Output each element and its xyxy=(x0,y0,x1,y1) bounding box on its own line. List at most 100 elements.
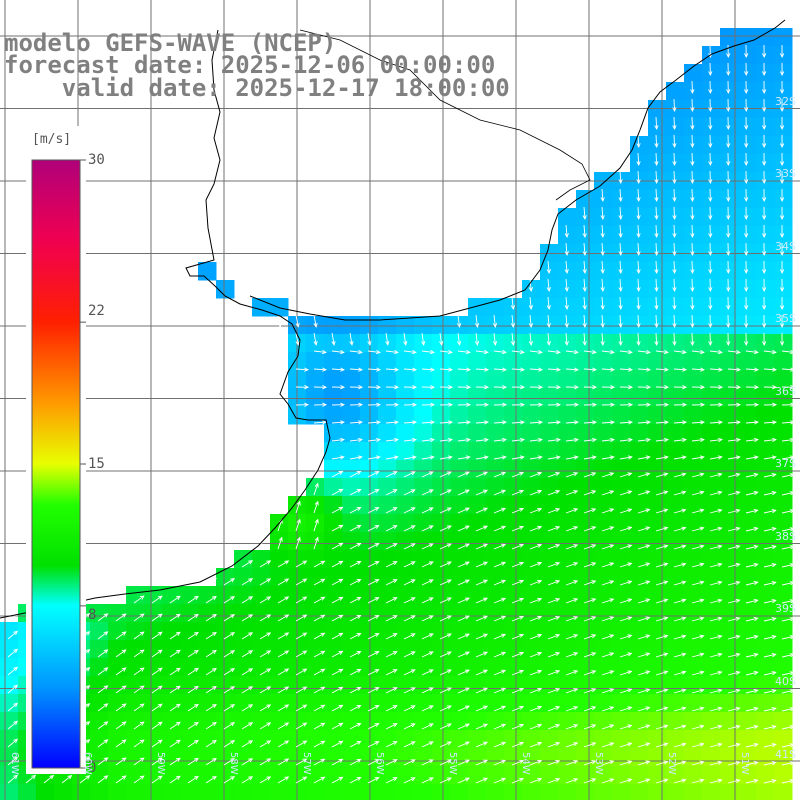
wind-speed-cell xyxy=(558,424,577,443)
wind-arrow xyxy=(421,561,434,568)
wind-speed-cell xyxy=(180,604,199,623)
wind-speed-cell xyxy=(324,316,343,335)
wind-arrow xyxy=(169,739,181,748)
wind-arrow xyxy=(691,724,705,730)
wind-arrow xyxy=(493,705,507,712)
wind-arrow xyxy=(744,116,749,131)
wind-speed-cell xyxy=(774,784,793,800)
wind-arrow xyxy=(313,650,326,658)
wind-speed-cell xyxy=(432,550,451,569)
wind-arrow xyxy=(187,595,199,604)
wind-arrow xyxy=(673,367,688,372)
wind-arrow xyxy=(583,724,597,730)
wind-arrow xyxy=(654,296,659,311)
wind-arrow xyxy=(654,152,659,167)
wind-speed-cell xyxy=(540,568,559,587)
wind-speed-cell xyxy=(342,388,361,407)
wind-arrow xyxy=(673,706,687,712)
wind-speed-cell xyxy=(450,640,469,659)
wind-speed-cell xyxy=(342,694,361,713)
wind-speed-cell xyxy=(666,388,685,407)
wind-arrow xyxy=(564,260,569,274)
wind-arrow xyxy=(349,596,362,604)
wind-arrow xyxy=(241,296,246,310)
wind-arrow xyxy=(763,653,777,658)
wind-arrow xyxy=(779,80,785,95)
wind-arrow xyxy=(367,723,380,730)
wind-speed-cell xyxy=(648,784,667,800)
wind-arrow xyxy=(331,722,344,730)
wind-speed-cell xyxy=(486,658,505,677)
wind-arrow xyxy=(492,332,498,346)
wind-arrow xyxy=(637,652,651,658)
wind-arrow xyxy=(349,402,364,407)
wind-arrow xyxy=(133,775,145,784)
wind-speed-cell xyxy=(504,748,523,767)
wind-speed-cell xyxy=(756,424,775,443)
wind-arrow xyxy=(636,314,641,329)
wind-speed-cell xyxy=(774,442,793,461)
wind-speed-cell xyxy=(738,370,757,389)
wind-arrow xyxy=(115,703,127,712)
wind-arrow xyxy=(403,543,416,550)
wind-speed-cell xyxy=(414,532,433,551)
wind-arrow xyxy=(385,561,398,568)
wind-arrow xyxy=(439,759,452,766)
wind-arrow xyxy=(565,562,579,568)
wind-speed-cell xyxy=(252,622,271,641)
wind-speed-cell xyxy=(324,640,343,659)
wind-speed-cell xyxy=(432,694,451,713)
wind-speed-cell xyxy=(342,478,361,497)
wind-arrow xyxy=(763,779,777,784)
wind-arrow xyxy=(7,702,19,712)
wind-arrow xyxy=(277,740,290,748)
wind-speed-cell xyxy=(684,442,703,461)
wind-speed-cell xyxy=(522,424,541,443)
wind-arrow xyxy=(673,455,687,460)
title-model: modelo GEFS-WAVE (NCEP) xyxy=(4,29,337,57)
wind-arrow xyxy=(511,561,525,568)
wind-speed-cell xyxy=(432,658,451,677)
wind-arrow xyxy=(97,631,109,640)
wind-speed-cell xyxy=(774,370,793,389)
wind-arrow xyxy=(259,776,272,784)
wind-speed-cell xyxy=(450,766,469,785)
wind-arrow xyxy=(547,669,561,676)
wind-arrow xyxy=(403,705,416,712)
wind-arrow xyxy=(744,80,749,95)
wind-speed-cell xyxy=(108,604,127,623)
wind-speed-cell xyxy=(216,676,235,695)
wind-arrow xyxy=(727,367,742,372)
wind-arrow xyxy=(565,490,579,496)
wind-arrow xyxy=(709,562,723,568)
wind-arrow xyxy=(691,670,705,676)
wind-speed-cell xyxy=(414,352,433,371)
wind-speed-cell xyxy=(180,694,199,713)
wind-speed-cell xyxy=(252,658,271,677)
wind-arrow xyxy=(619,420,633,425)
wind-arrow xyxy=(745,367,760,372)
wind-arrow xyxy=(763,743,777,748)
wind-speed-cell xyxy=(324,622,343,641)
wind-speed-cell xyxy=(666,694,685,713)
wind-arrow xyxy=(529,525,543,532)
wind-arrow xyxy=(241,704,254,712)
wind-arrow xyxy=(565,580,579,586)
wind-speed-cell xyxy=(684,478,703,497)
wind-arrow xyxy=(709,706,723,712)
wind-arrow xyxy=(115,685,127,694)
wind-speed-cell xyxy=(504,586,523,605)
wind-speed-cell xyxy=(252,784,271,800)
wind-speed-cell xyxy=(630,712,649,731)
wind-speed-cell xyxy=(378,496,397,515)
wind-arrow xyxy=(636,224,641,239)
wind-arrow xyxy=(115,631,127,640)
wind-arrow xyxy=(7,774,19,784)
wind-arrow xyxy=(385,633,398,640)
wind-speed-cell xyxy=(396,352,415,371)
wind-speed-cell xyxy=(180,586,199,605)
wind-arrow xyxy=(763,473,777,478)
lon-label: 60W xyxy=(82,752,93,775)
wind-arrow xyxy=(690,206,695,221)
wind-arrow xyxy=(133,721,145,730)
